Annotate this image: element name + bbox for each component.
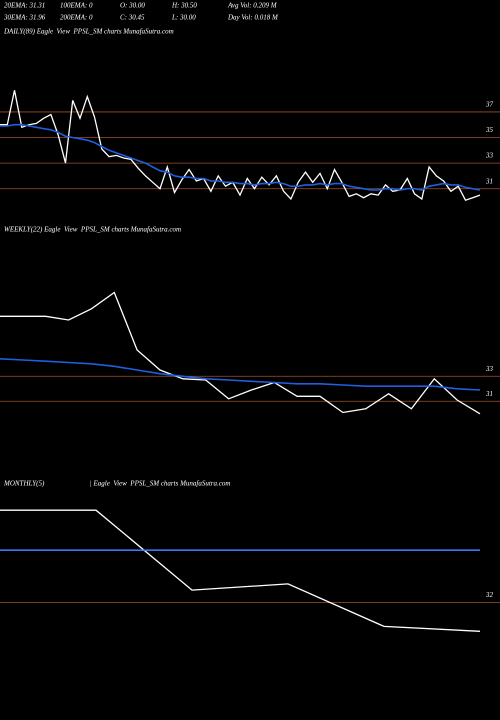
y-tick-label: 33 [485, 152, 494, 160]
header-stat: 30EMA: 31.96 [3, 14, 46, 22]
header-stat: C: 30.45 [120, 14, 145, 22]
header-stat: 200EMA: 0 [60, 14, 93, 22]
series-line [0, 291, 481, 415]
header-stat: 100EMA: 0 [60, 2, 93, 10]
series-line [0, 358, 481, 391]
y-tick-label: 33 [485, 365, 494, 373]
series-line [0, 123, 481, 191]
panel-title: DAILY(89) Eagle View PPSL_SM charts Muna… [3, 28, 174, 36]
panel-title: MONTHLY(5) | Eagle View PPSL_SM charts M… [3, 480, 230, 488]
series-line [0, 509, 481, 632]
header-stat: 20EMA: 31.31 [4, 2, 45, 10]
y-tick-label: 32 [485, 591, 494, 599]
header-stat: H: 30.50 [171, 2, 197, 10]
y-tick-label: 31 [485, 177, 493, 185]
header-stat: Day Vol: 0.018 M [227, 14, 279, 22]
panel-title: WEEKLY(22) Eagle View PPSL_SM charts Mun… [4, 226, 181, 234]
header-stat: L: 30.00 [171, 14, 196, 22]
header-stat: O: 30.00 [120, 2, 145, 10]
y-tick-label: 31 [485, 390, 493, 398]
y-tick-label: 35 [485, 126, 494, 134]
y-tick-label: 37 [485, 101, 494, 109]
header-stat: Avg Vol: 0.209 M [227, 2, 278, 10]
